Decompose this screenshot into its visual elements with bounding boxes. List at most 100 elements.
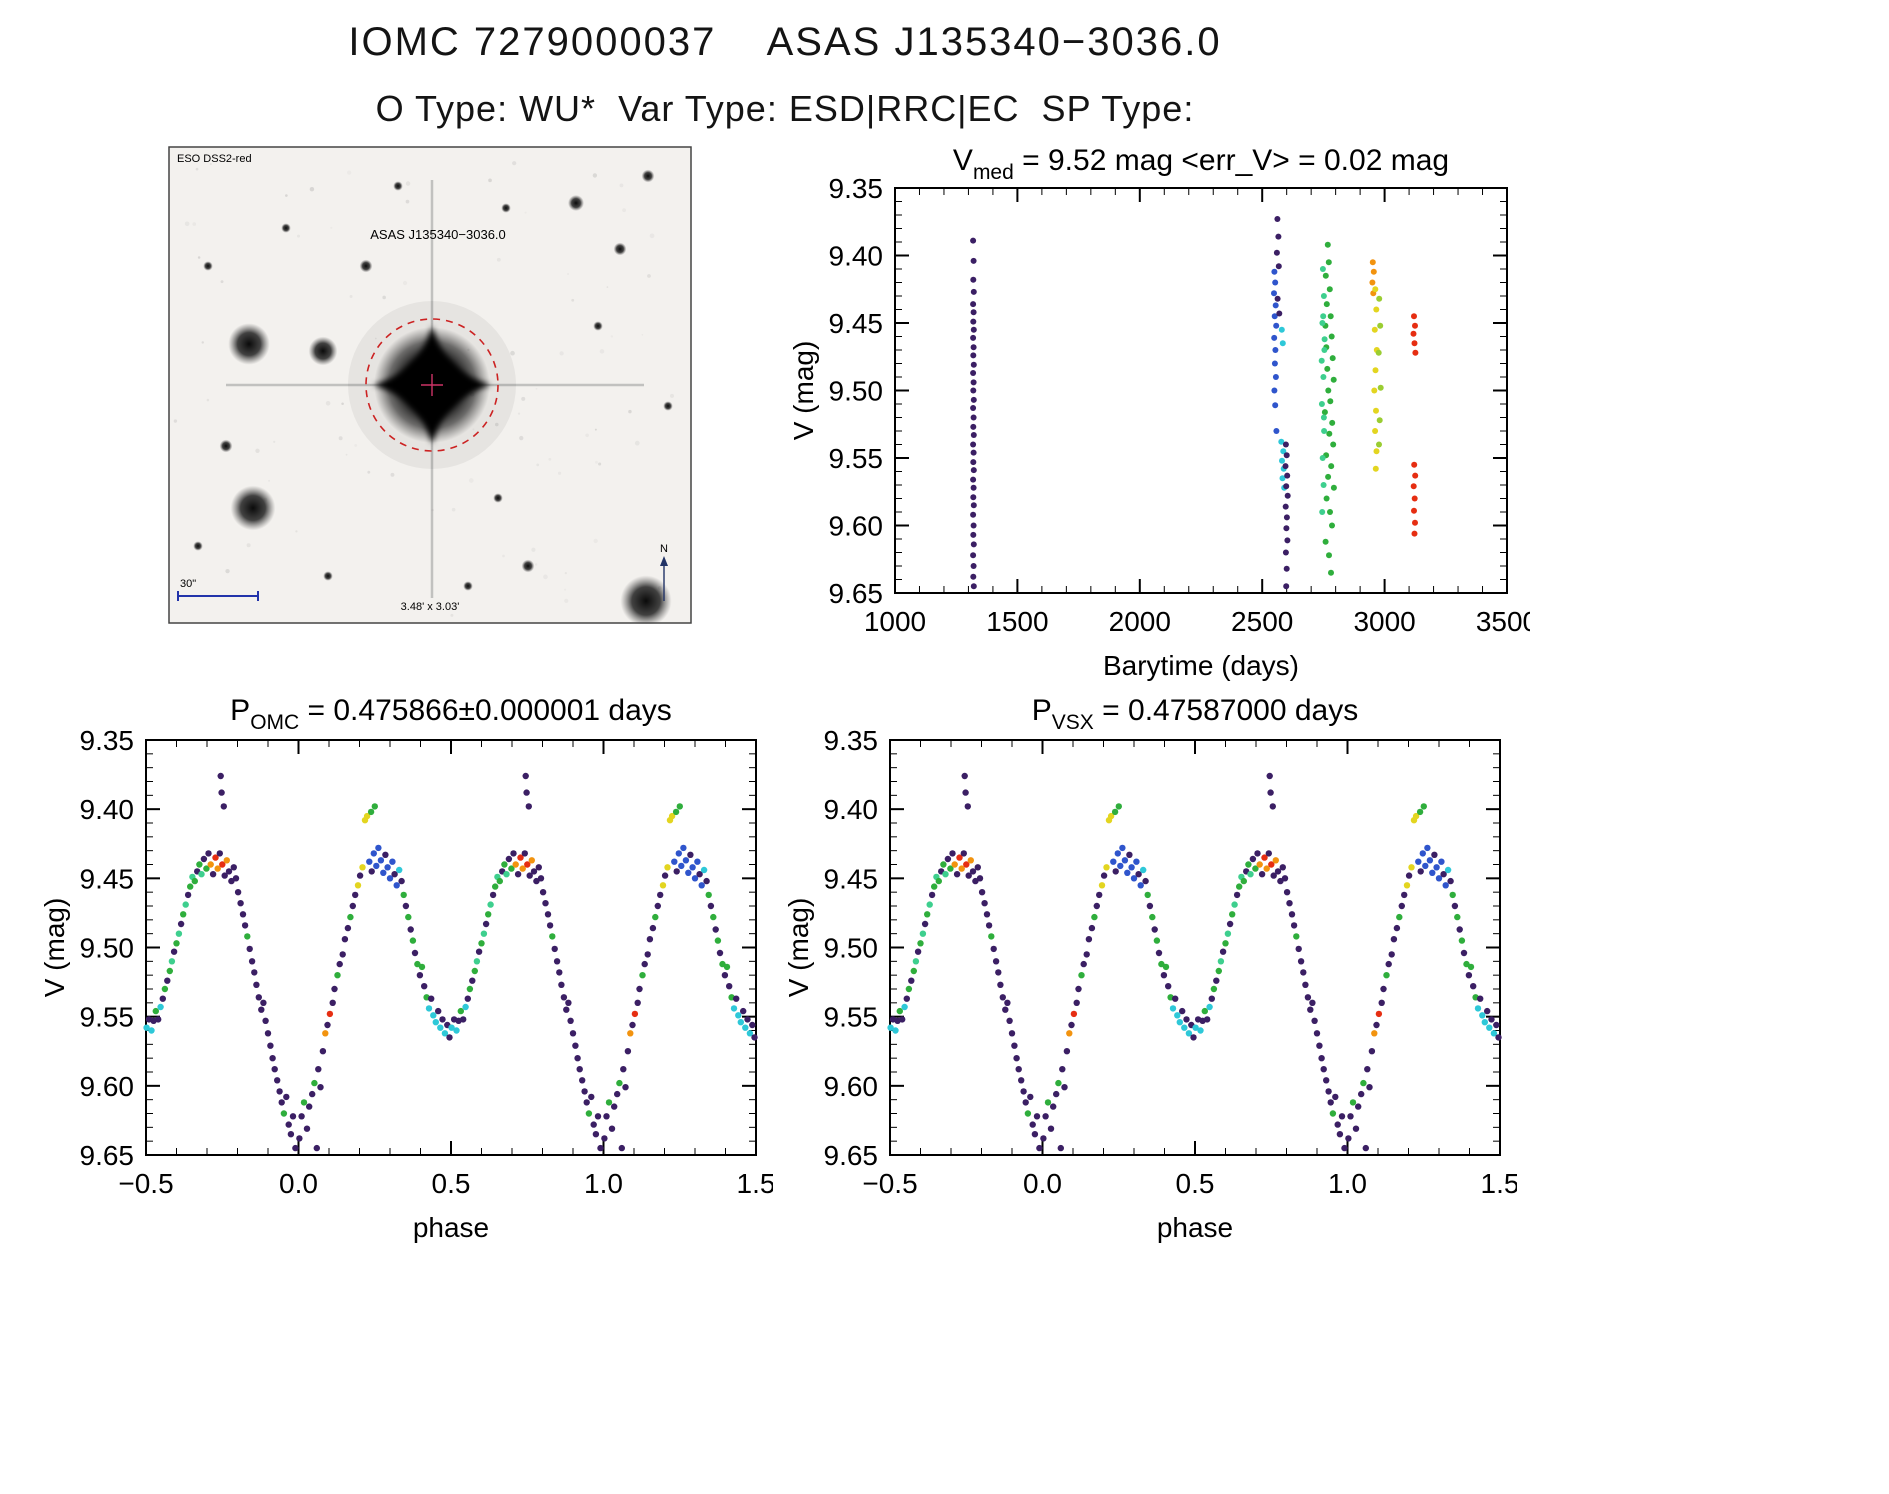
data-point [157,1003,164,1011]
data-point [1185,1030,1193,1037]
y-tick-label: 9.40 [829,241,884,272]
data-point [1358,1090,1365,1098]
data-point [733,995,740,1002]
sky-speck [567,273,569,275]
data-point [1047,1125,1055,1132]
data-point [347,913,354,921]
data-point [1474,1005,1482,1012]
data-point [1412,349,1419,356]
data-point [425,1005,433,1012]
data-point [1444,866,1452,874]
data-point [1304,994,1312,1001]
data-point [1325,473,1332,480]
data-point [344,924,352,932]
data-point [161,985,169,993]
sky-speck [367,470,371,474]
data-point [1398,902,1405,910]
data-point [749,1021,756,1029]
data-point [278,1099,285,1106]
data-point [1341,1144,1348,1152]
data-point [1372,286,1379,293]
data-point [1380,985,1387,993]
data-point [1190,1034,1197,1041]
data-point [1401,891,1408,899]
data-point [441,1030,449,1037]
data-point [590,1121,597,1128]
data-point [1465,972,1473,979]
sky-speck [628,409,632,414]
data-point [1269,803,1276,810]
data-point [1420,803,1427,810]
data-point [935,877,942,885]
data-point [478,940,485,947]
data-point [218,789,225,796]
data-point [177,920,185,928]
data-point [956,854,963,861]
data-point [253,981,260,988]
data-point [970,467,977,474]
data-point [1319,509,1326,515]
data-point [326,1010,334,1018]
x-axis-label: phase [413,1212,489,1243]
data-point [949,850,956,857]
field-star [641,169,655,183]
data-point [200,855,208,863]
data-point [1070,1010,1078,1018]
data-point [705,891,712,899]
data-point [1059,1066,1066,1073]
data-point [367,808,375,816]
sky-speck [184,221,190,227]
data-point [1279,475,1286,482]
data-point [1307,1006,1314,1013]
x-axis-label: Barytime (days) [1103,650,1299,681]
data-point [1197,1027,1204,1034]
data-point [371,803,378,810]
data-point [1283,583,1290,590]
data-point [992,958,1000,965]
data-point [1100,872,1108,879]
data-point [368,868,375,875]
data-point [1273,428,1280,434]
data-point [228,877,235,885]
data-point [1373,306,1380,313]
data-point [514,871,522,878]
data-point [354,882,362,889]
data-point [1326,286,1333,293]
data-point [1323,301,1330,308]
data-point [1057,1144,1064,1152]
data-point [1410,483,1417,490]
sky-speck [345,453,348,456]
data-point [1390,936,1398,943]
data-point [664,864,671,871]
data-point [244,933,251,940]
sky-speck [296,234,301,238]
data-point [1373,407,1379,414]
x-tick-label: 2000 [1109,606,1171,637]
sky-speck [494,422,499,427]
data-point [1284,537,1291,544]
data-point [970,352,977,359]
data-point [1033,1113,1041,1120]
sky-speck [647,274,651,278]
data-point [1378,999,1385,1006]
data-point [1053,1090,1060,1098]
data-point [634,999,641,1006]
data-point [1318,401,1325,407]
data-point [1274,868,1282,875]
data-point [464,995,471,1002]
data-point [501,861,508,868]
data-point [1224,930,1232,937]
data-point [1282,549,1289,556]
sky-speck [197,256,201,259]
field-star [620,575,672,624]
data-point [1115,803,1122,810]
data-point [239,911,247,918]
data-point [306,1103,313,1110]
data-point [1155,949,1163,957]
data-point [1240,877,1247,885]
data-point [1215,967,1222,975]
data-point [421,983,428,990]
data-point [1328,333,1335,340]
data-point [1321,428,1328,434]
data-point [1424,844,1431,852]
